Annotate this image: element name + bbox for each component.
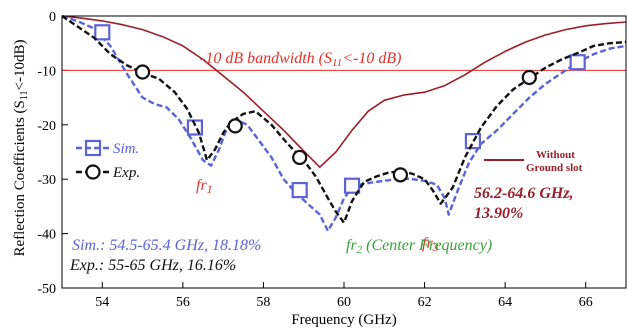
y-tick-label: 0 [49,10,56,25]
fr1-label: fr1 [196,177,213,196]
series-exp-line [61,15,627,224]
series-exp-point [227,118,243,134]
x-tick-label: 66 [579,295,593,310]
series-sim-point [569,54,586,71]
series-without-ground-slot-line [61,15,627,168]
series-sim-point [291,181,308,199]
fr3-label: fr3 [422,235,439,254]
series-exp-point [292,149,308,166]
series-sim-point [464,133,482,150]
legend-sim-label: Sim. [113,141,139,157]
without-slot-band-1: 56.2-64.6 GHz, [474,185,574,202]
y-tick-label: -30 [37,173,56,188]
series-layer [61,14,627,233]
x-tick-label: 56 [176,295,190,310]
plot-frame [61,15,627,289]
series-sim-point [343,177,361,194]
x-tick-label: 58 [256,295,270,310]
series-exp-point [134,64,151,80]
series-sim-line [61,14,627,233]
legend-without-slot-label-2: Ground slot [526,162,583,174]
x-tick-label: 60 [337,295,351,310]
legend-exp-label: Exp. [112,165,140,181]
legend-without-slot: Without Ground slot [484,149,583,174]
x-tick-label: 62 [418,295,432,310]
x-tick-label: 54 [95,295,109,310]
fr2-annotation: fr2 (Center Frequency) [346,237,492,256]
series-exp-point [521,69,537,86]
without-slot-band-2: 13.90% [474,205,523,222]
exp-band-annotation: Exp.: 55-65 GHz, 16.16% [69,257,236,274]
y-axis-label: Reflection Coefficients (S11<-10dB) [12,40,30,257]
x-axis-label: Frequency (GHz) [291,312,396,328]
bandwidth-annotation: -10 dB bandwidth (S11<-10 dB) [200,50,401,69]
sim-band-annotation: Sim.: 54.5-65.4 GHz, 18.18% [72,237,261,254]
y-tick-label: -50 [37,282,56,297]
x-tick-label: 64 [498,295,512,310]
series-sim-point [94,24,111,41]
series-exp-point [392,167,408,183]
legend-sim-exp: Sim. Exp. [76,139,140,181]
ticks-layer: 54 56 58 60 62 64 66 0 -10 -20 -30 -40 -50 [37,10,592,310]
y-tick-label: -20 [37,119,56,134]
y-tick-label: -10 [37,64,56,79]
legend-exp-marker [85,164,101,180]
legend-without-slot-label-1: Without [536,149,575,161]
legend-sim-marker [84,139,102,157]
y-tick-label: -40 [37,228,56,243]
